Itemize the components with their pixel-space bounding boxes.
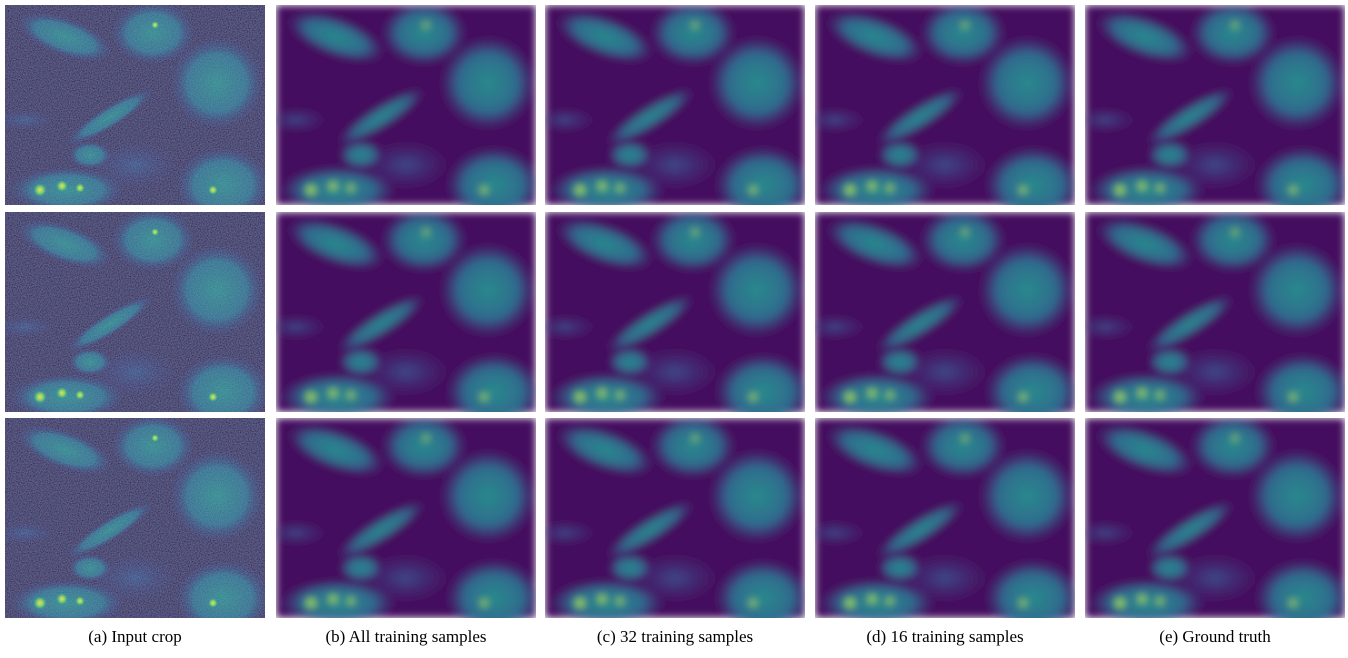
image-content [1085,5,1345,205]
image-panel [545,418,805,618]
image [276,418,536,618]
image-content [276,418,536,618]
caption: (c) 32 training samples [597,627,753,646]
image [276,212,536,412]
caption: (b) All training samples [325,627,486,646]
image-content [5,418,265,618]
image-content [545,212,805,412]
image-panel [1085,418,1345,618]
image [545,418,805,618]
image [1085,5,1345,205]
image-panel [545,5,805,205]
image [1085,418,1345,618]
image-content [5,212,265,412]
image [5,212,265,412]
image-panel [1085,212,1345,412]
image-content [545,418,805,618]
image-panel [815,418,1075,618]
image [1085,212,1345,412]
image-panel [5,212,265,412]
image-grid [5,5,1345,618]
image-panel [276,5,536,205]
image-panel [5,5,265,205]
caption: (a) Input crop [88,627,181,646]
image-content [815,212,1075,412]
caption: (e) Ground truth [1159,627,1271,646]
image-content [815,5,1075,205]
caption: (d) 16 training samples [866,627,1023,646]
image [545,212,805,412]
image [815,5,1075,205]
image [5,418,265,618]
image-content [545,5,805,205]
image [545,5,805,205]
image [815,212,1075,412]
image-panel [545,212,805,412]
image-content [1085,212,1345,412]
image-content [815,418,1075,618]
image-panel [276,212,536,412]
image [276,5,536,205]
image-panel [815,212,1075,412]
image [5,5,265,205]
image-content [1085,418,1345,618]
image-content [5,5,265,205]
image-content [276,5,536,205]
image-panel [5,418,265,618]
image-panel [815,5,1075,205]
image-panel [276,418,536,618]
image [815,418,1075,618]
image-panel [1085,5,1345,205]
image-content [276,212,536,412]
captions: (a) Input crop (b) All training samples (c… [88,627,1271,646]
